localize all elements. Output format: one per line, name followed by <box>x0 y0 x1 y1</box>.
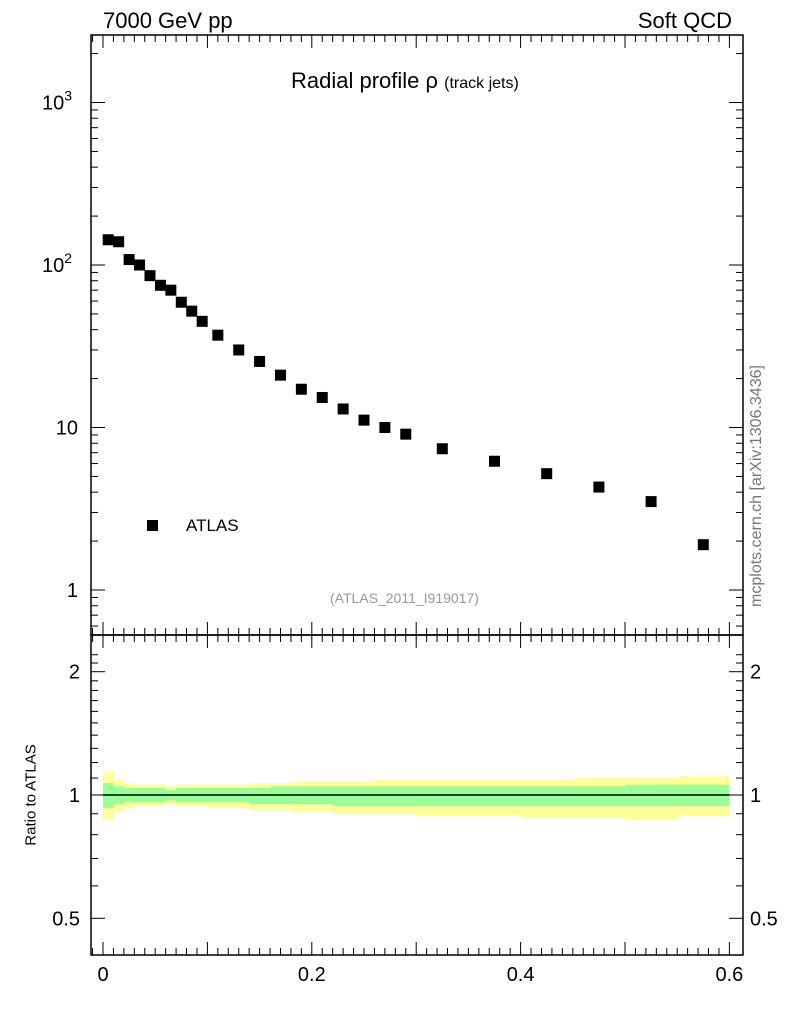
ratio-y-tick-label-left: 2 <box>69 662 80 684</box>
header-left-label: 7000 GeV pp <box>103 8 233 33</box>
data-point <box>144 270 156 282</box>
data-point <box>123 254 135 266</box>
x-tick-label: 0.4 <box>507 964 535 986</box>
data-point <box>165 284 177 296</box>
y-tick-label: 1 <box>67 580 78 602</box>
chart-title-sub: (track jets) <box>444 75 519 92</box>
data-point <box>489 455 500 467</box>
main-panel-frame <box>90 34 744 636</box>
y-tick-label: 10 <box>56 418 78 440</box>
legend-entry-label: ATLAS <box>186 516 239 535</box>
ratio-y-tick-label-right: 1 <box>750 785 761 807</box>
data-point <box>645 496 657 508</box>
source-watermark: mcplots.cern.ch [arXiv:1306.3436] <box>748 365 765 607</box>
x-tick-label: 0.2 <box>298 964 326 986</box>
x-tick-label: 0.6 <box>715 964 743 986</box>
data-point <box>186 305 198 317</box>
data-point <box>113 236 125 248</box>
ratio-y-tick-label-left: 0.5 <box>52 908 80 930</box>
data-point <box>233 344 245 356</box>
y-tick-label: 103 <box>42 88 72 115</box>
data-point <box>541 468 553 480</box>
ratio-y-axis-label: Ratio to ATLAS <box>22 744 40 846</box>
data-point <box>436 443 448 455</box>
ratio-y-tick-label-left: 1 <box>69 785 80 807</box>
data-point <box>593 481 605 493</box>
data-point <box>154 279 166 291</box>
chart-title-main: Radial profile ρ <box>291 68 439 93</box>
data-point <box>196 315 208 327</box>
ratio-y-tick-label-right: 0.5 <box>750 908 778 930</box>
x-tick-label: 0 <box>97 964 108 986</box>
data-point <box>295 383 307 395</box>
data-point <box>379 422 391 433</box>
data-point <box>212 329 224 341</box>
header-right-label: Soft QCD <box>637 8 732 33</box>
data-point <box>175 296 187 308</box>
data-point <box>134 259 146 271</box>
data-point <box>274 369 286 381</box>
data-point <box>316 391 328 403</box>
chart-title: Radial profile ρ (track jets) <box>291 68 519 94</box>
data-point <box>358 414 370 426</box>
ratio-y-tick-label-right: 2 <box>750 662 761 684</box>
legend-marker <box>147 520 158 531</box>
data-point <box>400 428 412 440</box>
data-point <box>254 355 266 367</box>
data-point <box>102 234 114 246</box>
y-tick-label: 102 <box>42 250 72 277</box>
data-point <box>697 539 709 551</box>
analysis-id-label: (ATLAS_2011_I919017) <box>330 590 479 606</box>
data-point <box>337 403 349 415</box>
